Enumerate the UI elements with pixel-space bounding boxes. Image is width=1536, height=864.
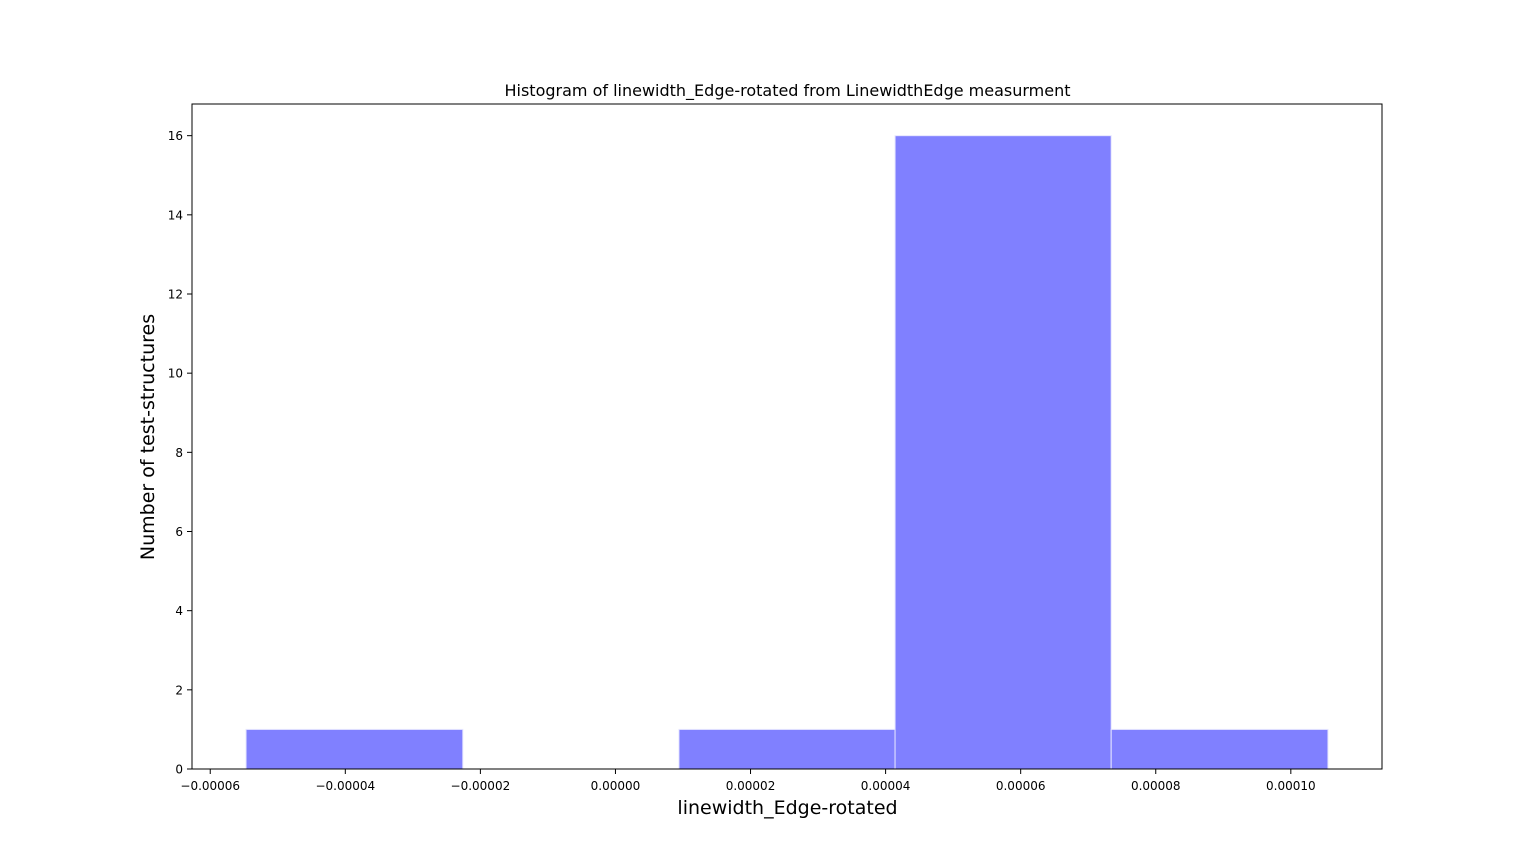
x-tick-label-1: −0.00006: [180, 779, 240, 793]
histogram-bar-1: [245, 728, 464, 770]
y-tick-label-6: 10: [168, 367, 183, 381]
histogram-bars: [245, 135, 1329, 770]
y-tick-label-3: 4: [175, 604, 183, 618]
x-tick-label-5: 0.00002: [726, 779, 776, 793]
histogram-bar-4: [894, 135, 1112, 770]
histogram-bar-3: [678, 728, 896, 770]
y-axis-label: Number of test-structures: [137, 314, 159, 560]
chart-title: Histogram of linewidth_Edge-rotated from…: [504, 81, 1070, 101]
x-axis-label: linewidth_Edge-rotated: [677, 797, 897, 819]
x-tick-label-4: 0.00000: [591, 779, 641, 793]
y-tick-label-5: 8: [175, 446, 183, 460]
y-tick-label-8: 14: [168, 208, 183, 222]
x-tick-label-7: 0.00006: [996, 779, 1046, 793]
x-tick-label-6: 0.00004: [861, 779, 911, 793]
y-tick-label-2: 2: [175, 683, 183, 697]
histogram-bar-5: [1110, 728, 1329, 770]
y-tick-label-9: 16: [168, 129, 183, 143]
plot-area-frame: [191, 103, 1383, 770]
x-tick-label-3: −0.00002: [451, 779, 511, 793]
y-tick-label-7: 12: [168, 288, 183, 302]
x-axis-ticks: −0.00006 −0.00004 −0.00002 0.00000 0.00002 0.…: [180, 769, 1316, 793]
y-axis-ticks: 0 2 4 6 8 10 12 14 16: [168, 129, 192, 777]
y-tick-label-4: 6: [175, 525, 183, 539]
x-tick-label-9: 0.00010: [1266, 779, 1316, 793]
x-tick-label-8: 0.00008: [1131, 779, 1181, 793]
y-tick-label-1: 0: [175, 763, 183, 777]
x-tick-label-2: −0.00004: [315, 779, 375, 793]
